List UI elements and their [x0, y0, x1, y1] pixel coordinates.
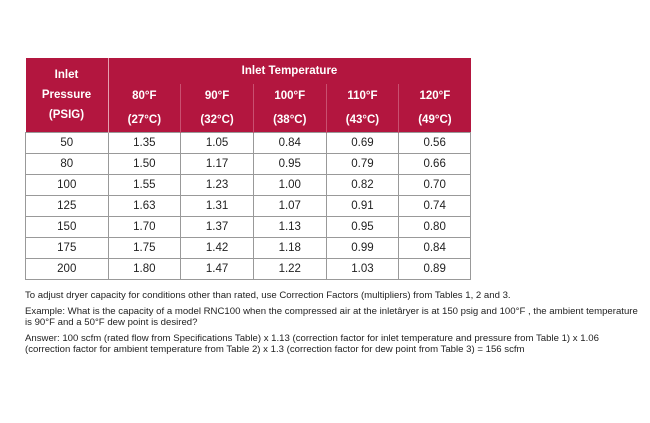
correction-factor-table: Inlet Pressure (PSIG) Inlet Temperature …: [25, 58, 471, 280]
factor-cell: 1.31: [180, 195, 254, 217]
factor-cell: 1.55: [107, 174, 182, 196]
factor-cell: 1.75: [107, 237, 182, 259]
factor-cell: 1.03: [325, 258, 400, 280]
header-line: (PSIG): [48, 109, 85, 121]
notes: To adjust dryer capacity for conditions …: [25, 290, 645, 360]
factor-cell: 1.18: [252, 237, 327, 259]
factor-cell: 0.74: [398, 195, 471, 217]
factor-cell: 0.79: [325, 153, 400, 175]
table-row: 125 1.63 1.31 1.07 0.91 0.74: [25, 195, 471, 217]
factor-cell: 1.80: [107, 258, 182, 280]
factor-cell: 0.56: [398, 132, 471, 154]
pressure-cell: 80: [25, 153, 109, 175]
note-example: Example: What is the capacity of a model…: [25, 305, 638, 329]
factor-cell: 1.00: [252, 174, 327, 196]
table-row: 80 1.50 1.17 0.95 0.79 0.66: [25, 153, 471, 175]
factor-cell: 0.95: [252, 153, 327, 175]
factor-cell: 0.82: [325, 174, 400, 196]
table-row: 175 1.75 1.42 1.18 0.99 0.84: [25, 237, 471, 259]
factor-cell: 0.99: [325, 237, 400, 259]
pressure-cell: 125: [25, 195, 109, 217]
factor-cell: 1.35: [107, 132, 182, 154]
factor-cell: 1.05: [180, 132, 254, 154]
temp-f-header: 80°F: [107, 84, 181, 108]
header-line: Inlet: [54, 69, 79, 81]
table-row: 50 1.35 1.05 0.84 0.69 0.56: [25, 132, 471, 154]
factor-cell: 1.22: [252, 258, 327, 280]
temp-f-header: 120°F: [398, 84, 471, 108]
factor-cell: 0.80: [398, 216, 471, 238]
factor-cell: 0.66: [398, 153, 471, 175]
note-answer: Answer: 100 scfm (rated flow from Specif…: [25, 332, 599, 356]
inlet-pressure-header: Inlet Pressure (PSIG): [25, 58, 109, 133]
factor-cell: 1.17: [180, 153, 254, 175]
factor-cell: 1.13: [252, 216, 327, 238]
temp-f-header: 110°F: [325, 84, 399, 108]
factor-cell: 1.47: [180, 258, 254, 280]
pressure-cell: 200: [25, 258, 109, 280]
factor-cell: 0.95: [325, 216, 400, 238]
factor-cell: 0.89: [398, 258, 471, 280]
note-instructions: To adjust dryer capacity for conditions …: [25, 290, 511, 301]
temp-f-header: 90°F: [180, 84, 254, 108]
factor-cell: 1.42: [180, 237, 254, 259]
factor-cell: 0.69: [325, 132, 400, 154]
pressure-cell: 175: [25, 237, 109, 259]
factor-cell: 0.84: [252, 132, 327, 154]
temp-f-header: 100°F: [252, 84, 327, 108]
temp-c-header: (32°C): [180, 108, 254, 133]
factor-cell: 1.07: [252, 195, 327, 217]
table-row: 100 1.55 1.23 1.00 0.82 0.70: [25, 174, 471, 196]
factor-cell: 1.70: [107, 216, 182, 238]
pressure-cell: 150: [25, 216, 109, 238]
factor-cell: 1.50: [107, 153, 182, 175]
factor-cell: 1.23: [180, 174, 254, 196]
factor-cell: 1.63: [107, 195, 182, 217]
factor-cell: 0.84: [398, 237, 471, 259]
pressure-cell: 100: [25, 174, 109, 196]
table-row: 200 1.80 1.47 1.22 1.03 0.89: [25, 258, 471, 280]
inlet-temperature-header: Inlet Temperature: [108, 58, 471, 84]
factor-cell: 0.91: [325, 195, 400, 217]
temp-c-header: (43°C): [325, 108, 399, 133]
temp-c-header: (38°C): [252, 108, 327, 133]
factor-cell: 0.70: [398, 174, 471, 196]
factor-cell: 1.37: [180, 216, 254, 238]
header-line: Pressure: [41, 89, 92, 101]
table-row: 150 1.70 1.37 1.13 0.95 0.80: [25, 216, 471, 238]
temp-c-header: (27°C): [107, 108, 181, 133]
temp-c-header: (49°C): [398, 108, 471, 133]
pressure-cell: 50: [25, 132, 109, 154]
